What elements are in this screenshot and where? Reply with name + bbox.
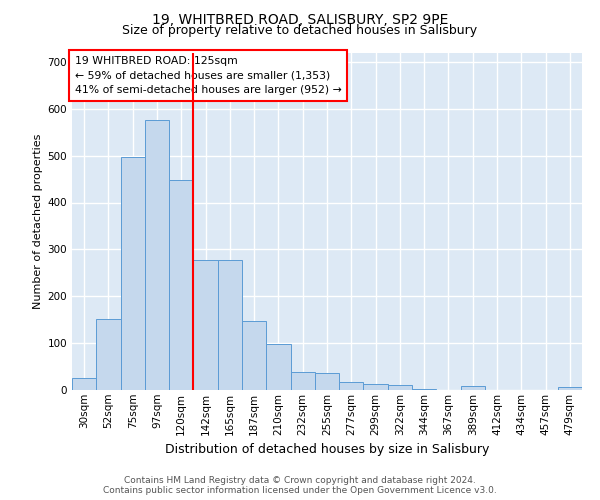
Bar bbox=[461, 386, 485, 390]
Y-axis label: Number of detached properties: Number of detached properties bbox=[34, 134, 43, 309]
Bar bbox=[121, 157, 145, 390]
Bar bbox=[558, 386, 582, 390]
Bar bbox=[388, 386, 412, 390]
Bar bbox=[315, 373, 339, 390]
Bar bbox=[266, 344, 290, 390]
Bar bbox=[218, 260, 242, 390]
Bar bbox=[169, 180, 193, 390]
Text: 19, WHITBRED ROAD, SALISBURY, SP2 9PE: 19, WHITBRED ROAD, SALISBURY, SP2 9PE bbox=[152, 12, 448, 26]
Bar bbox=[339, 382, 364, 390]
Bar bbox=[193, 260, 218, 390]
Bar bbox=[242, 321, 266, 390]
Bar bbox=[72, 378, 96, 390]
X-axis label: Distribution of detached houses by size in Salisbury: Distribution of detached houses by size … bbox=[165, 443, 489, 456]
Bar bbox=[412, 388, 436, 390]
Bar bbox=[290, 372, 315, 390]
Bar bbox=[145, 120, 169, 390]
Text: Size of property relative to detached houses in Salisbury: Size of property relative to detached ho… bbox=[122, 24, 478, 37]
Text: Contains HM Land Registry data © Crown copyright and database right 2024.
Contai: Contains HM Land Registry data © Crown c… bbox=[103, 476, 497, 495]
Text: 19 WHITBRED ROAD: 125sqm
← 59% of detached houses are smaller (1,353)
41% of sem: 19 WHITBRED ROAD: 125sqm ← 59% of detach… bbox=[74, 56, 341, 96]
Bar bbox=[364, 384, 388, 390]
Bar bbox=[96, 319, 121, 390]
